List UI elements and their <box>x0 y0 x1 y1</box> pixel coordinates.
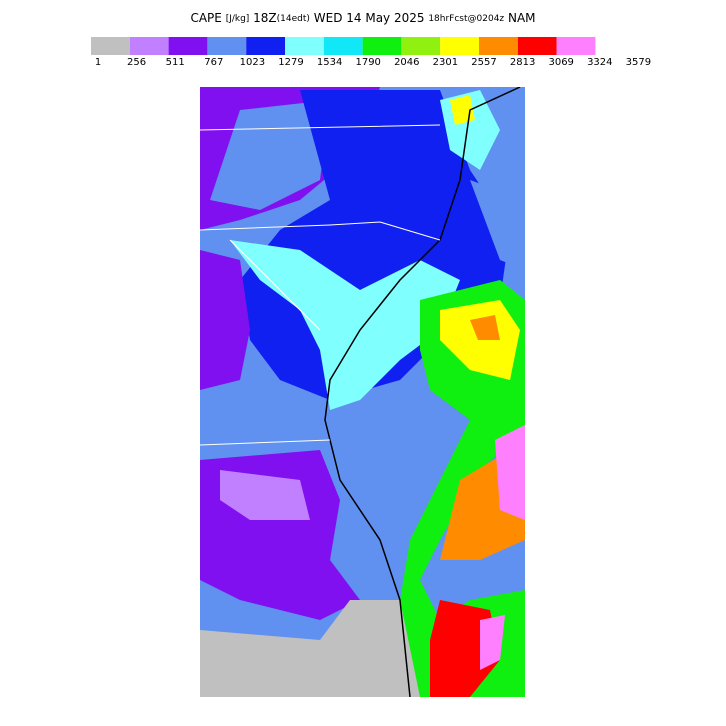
legend-swatch <box>517 37 557 55</box>
state-border <box>200 124 441 446</box>
legend-label: 3324 <box>587 57 612 68</box>
legend-label: 3069 <box>548 57 573 68</box>
map <box>200 87 525 697</box>
region <box>480 615 505 670</box>
title-local: (14edt) <box>277 14 310 24</box>
title-field: CAPE <box>190 11 221 25</box>
title-model: NAM <box>508 11 536 25</box>
legend-label: 2046 <box>394 57 419 68</box>
region <box>200 250 250 390</box>
legend-label: 1790 <box>355 57 380 68</box>
legend: 1 256 511 767 1023 1279 1534 1790 2046 2301 2557 28… <box>91 37 651 68</box>
region <box>220 470 310 520</box>
legend-label: 1 <box>95 57 101 68</box>
title-date: WED 14 May 2025 <box>314 11 425 25</box>
legend-label: 1023 <box>240 57 265 68</box>
legend-label: 1534 <box>317 57 342 68</box>
coastline <box>324 87 521 697</box>
legend-swatch <box>479 37 518 55</box>
title: CAPE [J/kg] 18Z(14edt) WED 14 May 2025 1… <box>190 11 535 25</box>
legend-label: 767 <box>204 57 223 68</box>
legend-label: 1279 <box>278 57 303 68</box>
legend-swatch <box>401 37 441 55</box>
legend-label: 3579 <box>626 57 651 68</box>
legend-label: 511 <box>166 57 185 68</box>
region <box>230 240 460 410</box>
legend-swatch <box>129 37 169 55</box>
legend-swatch <box>440 37 479 55</box>
title-units: [J/kg] <box>226 14 250 24</box>
legend-swatch <box>323 37 363 55</box>
legend-swatch <box>285 37 324 55</box>
legend-swatch <box>168 37 208 55</box>
legend-swatch <box>246 37 285 55</box>
title-hour: 18Z <box>253 11 277 25</box>
region <box>495 425 525 520</box>
title-forecast: 18hrFcst@0204z <box>428 14 504 24</box>
legend-swatch <box>362 37 402 55</box>
region <box>470 180 525 270</box>
legend-swatch <box>556 37 596 55</box>
legend-swatch <box>207 37 247 55</box>
legend-swatch <box>91 37 130 55</box>
legend-label: 2813 <box>510 57 535 68</box>
legend-label: 2301 <box>433 57 458 68</box>
region <box>470 315 500 340</box>
legend-label: 256 <box>127 57 146 68</box>
legend-label: 2557 <box>471 57 496 68</box>
